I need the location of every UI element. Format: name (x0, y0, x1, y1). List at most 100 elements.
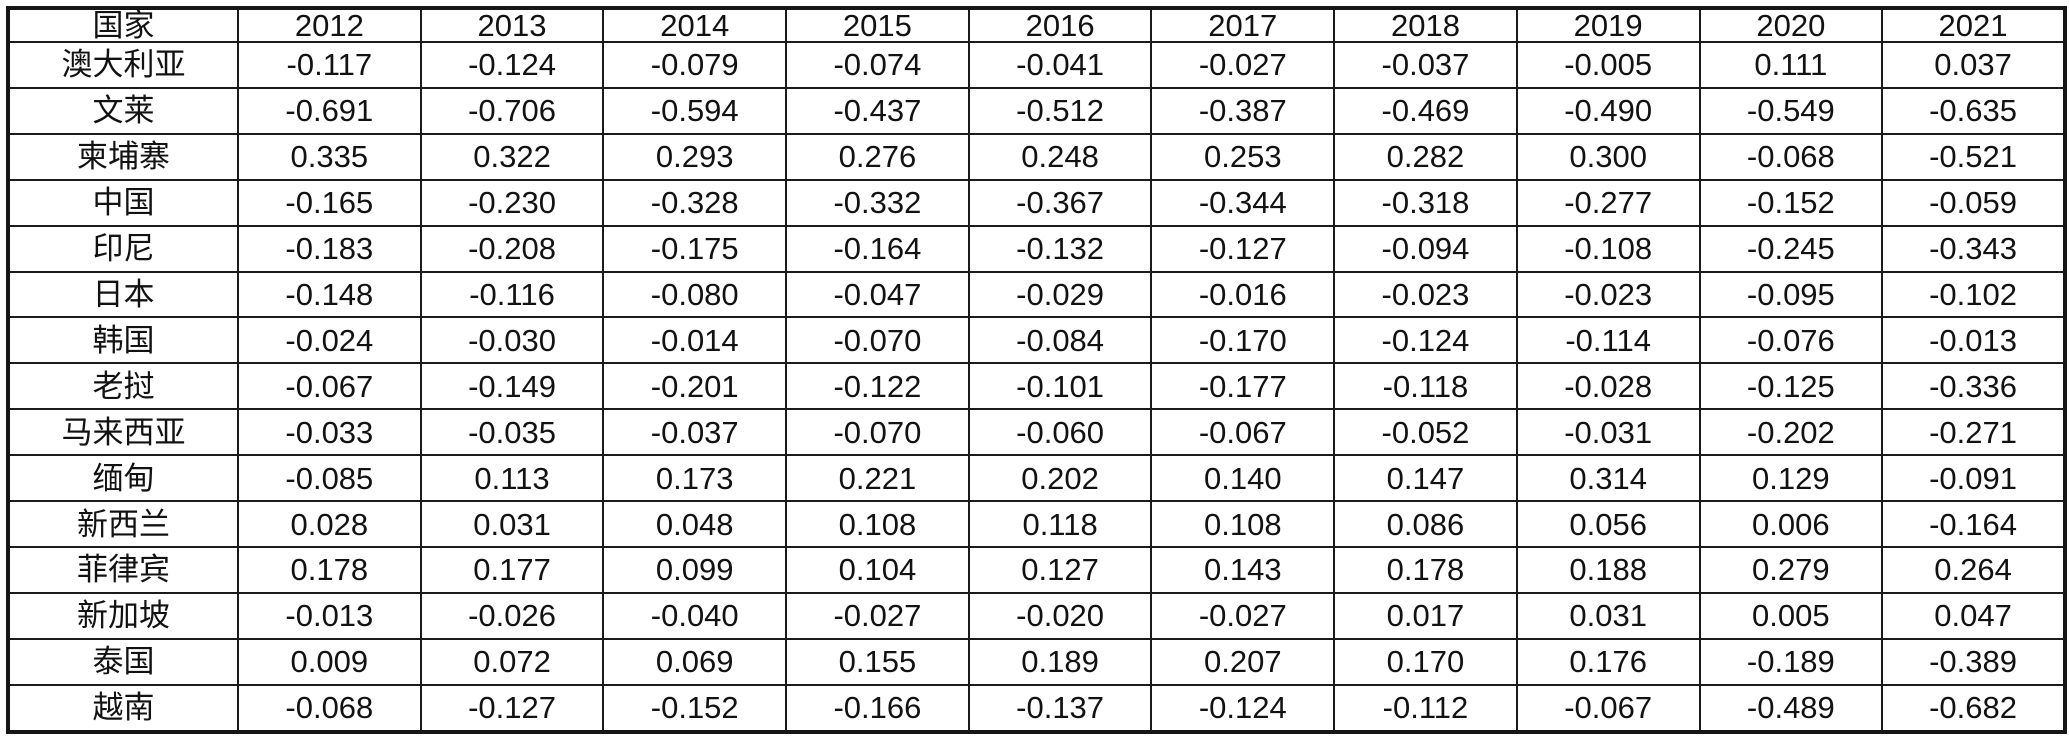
value-cell: -0.170 (1150, 316, 1336, 365)
table-row: 泰国 0.009 0.072 0.069 0.155 0.189 0.207 0.170 0.1… (7, 637, 2066, 686)
value-cell: 0.207 (1150, 637, 1336, 686)
value-cell: -0.030 (419, 316, 605, 365)
country-cell: 澳大利亚 (7, 41, 239, 89)
value-cell: 0.009 (237, 637, 422, 686)
value-cell: 0.086 (1333, 500, 1518, 548)
value-cell: -0.067 (1515, 683, 1701, 734)
year-column-header: 2015 (785, 7, 970, 43)
value-cell: -0.091 (1881, 454, 2066, 503)
value-cell: 0.170 (1333, 637, 1518, 686)
value-cell: -0.202 (1698, 408, 1884, 457)
value-cell: 0.264 (1881, 545, 2066, 594)
table-row: 新加坡 -0.013 -0.026 -0.040 -0.027 -0.020 -0.027 0… (7, 591, 2066, 640)
value-cell: -0.027 (1150, 591, 1336, 640)
value-cell: -0.027 (785, 591, 970, 640)
value-cell: -0.116 (419, 270, 605, 319)
value-cell: 0.178 (237, 545, 422, 594)
value-cell: -0.389 (1881, 637, 2066, 686)
value-cell: -0.117 (237, 41, 422, 89)
value-cell: -0.014 (602, 316, 788, 365)
value-cell: -0.245 (1698, 224, 1884, 273)
value-cell: -0.035 (419, 408, 605, 457)
value-cell: -0.027 (1150, 41, 1336, 89)
value-cell: -0.076 (1698, 316, 1884, 365)
value-cell: -0.132 (967, 224, 1153, 273)
value-cell: -0.029 (967, 270, 1153, 319)
value-cell: -0.208 (419, 224, 605, 273)
value-cell: -0.183 (237, 224, 422, 273)
value-cell: 0.037 (1881, 41, 2066, 89)
value-cell: -0.332 (785, 178, 970, 227)
value-cell: 0.017 (1333, 591, 1518, 640)
value-cell: -0.101 (967, 362, 1153, 411)
value-cell: -0.164 (1881, 500, 2066, 548)
value-cell: -0.026 (419, 591, 605, 640)
value-cell: -0.489 (1698, 683, 1884, 734)
table-row: 文莱 -0.691 -0.706 -0.594 -0.437 -0.512 -0.387 -0… (7, 86, 2066, 135)
value-cell: 0.056 (1515, 500, 1701, 548)
year-column-header: 2018 (1333, 7, 1518, 43)
value-cell: -0.336 (1881, 362, 2066, 411)
value-cell: -0.013 (237, 591, 422, 640)
value-cell: 0.335 (237, 132, 422, 181)
value-cell: -0.124 (1333, 316, 1518, 365)
table-row: 日本 -0.148 -0.116 -0.080 -0.047 -0.029 -0.016 -0… (7, 270, 2066, 319)
value-cell: 0.006 (1698, 500, 1884, 548)
value-cell: -0.437 (785, 86, 970, 135)
value-cell: -0.512 (967, 86, 1153, 135)
value-cell: -0.094 (1333, 224, 1518, 273)
value-cell: -0.037 (602, 408, 788, 457)
table-row: 韩国 -0.024 -0.030 -0.014 -0.070 -0.084 -0.170 -0… (7, 316, 2066, 365)
table-header: 国家 2012 2013 2014 2015 2016 2017 2018 2019 2020 20… (7, 7, 2066, 43)
value-cell: 0.031 (419, 500, 605, 548)
value-cell: -0.328 (602, 178, 788, 227)
value-cell: -0.682 (1881, 683, 2066, 734)
value-cell: -0.549 (1698, 86, 1884, 135)
country-cell: 柬埔寨 (7, 132, 239, 181)
year-column-header: 2013 (419, 7, 605, 43)
value-cell: -0.023 (1515, 270, 1701, 319)
value-cell: -0.023 (1333, 270, 1518, 319)
value-cell: 0.293 (602, 132, 788, 181)
value-cell: 0.155 (785, 637, 970, 686)
value-cell: -0.067 (1150, 408, 1336, 457)
table-row: 马来西亚 -0.033 -0.035 -0.037 -0.070 -0.060 -0.067… (7, 408, 2066, 457)
year-column-header: 2014 (602, 7, 788, 43)
year-column-header: 2019 (1515, 7, 1701, 43)
value-cell: 0.178 (1333, 545, 1518, 594)
country-cell: 日本 (7, 270, 239, 319)
table-body: 澳大利亚 -0.117 -0.124 -0.079 -0.074 -0.041 -0.027… (7, 41, 2066, 734)
value-cell: -0.164 (785, 224, 970, 273)
value-cell: -0.031 (1515, 408, 1701, 457)
country-year-data-table: 国家 2012 2013 2014 2015 2016 2017 2018 2019 2020 20… (6, 6, 2067, 734)
value-cell: 0.177 (419, 545, 605, 594)
value-cell: 0.129 (1698, 454, 1884, 503)
value-cell: -0.706 (419, 86, 605, 135)
value-cell: -0.080 (602, 270, 788, 319)
country-column-header: 国家 (7, 7, 239, 43)
value-cell: 0.104 (785, 545, 970, 594)
value-cell: -0.469 (1333, 86, 1518, 135)
value-cell: -0.028 (1515, 362, 1701, 411)
country-cell: 新加坡 (7, 591, 239, 640)
country-cell: 缅甸 (7, 454, 239, 503)
country-cell: 文莱 (7, 86, 239, 135)
value-cell: -0.070 (785, 316, 970, 365)
value-cell: 0.072 (419, 637, 605, 686)
value-cell: -0.367 (967, 178, 1153, 227)
value-cell: -0.490 (1515, 86, 1701, 135)
value-cell: -0.085 (237, 454, 422, 503)
year-column-header: 2020 (1698, 7, 1884, 43)
value-cell: -0.635 (1881, 86, 2066, 135)
value-cell: -0.152 (1698, 178, 1884, 227)
value-cell: -0.201 (602, 362, 788, 411)
value-cell: -0.070 (785, 408, 970, 457)
value-cell: -0.095 (1698, 270, 1884, 319)
country-cell: 泰国 (7, 637, 239, 686)
country-cell: 韩国 (7, 316, 239, 365)
value-cell: -0.040 (602, 591, 788, 640)
value-cell: -0.166 (785, 683, 970, 734)
value-cell: -0.114 (1515, 316, 1701, 365)
value-cell: -0.024 (237, 316, 422, 365)
table-row: 老挝 -0.067 -0.149 -0.201 -0.122 -0.101 -0.177 -0… (7, 362, 2066, 411)
